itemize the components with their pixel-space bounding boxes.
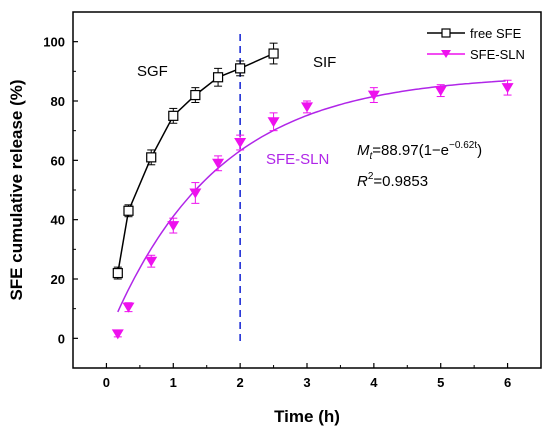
data-point xyxy=(301,102,313,113)
data-point xyxy=(190,89,201,101)
data-point xyxy=(212,158,225,169)
eq-mid: =88.97(1−e xyxy=(372,142,449,159)
y-axis-title: SFE cumulative release (%) xyxy=(7,79,26,300)
data-point xyxy=(122,302,135,313)
y-tick-label: 0 xyxy=(58,331,65,346)
legend-sln-marker xyxy=(441,50,451,58)
series-layer xyxy=(111,42,514,340)
data-point xyxy=(367,90,380,101)
r2-r: R xyxy=(357,173,368,190)
legend-free-label: free SFE xyxy=(470,26,522,41)
data-point xyxy=(123,205,134,216)
data-point xyxy=(501,83,514,94)
r2-value: =0.9853 xyxy=(373,173,428,190)
x-tick-label: 4 xyxy=(370,375,378,390)
eq-close: ) xyxy=(477,142,482,159)
y-tick-label: 80 xyxy=(51,94,65,109)
data-point xyxy=(234,138,247,149)
x-tick-label: 1 xyxy=(170,375,177,390)
data-point xyxy=(267,117,280,128)
data-point xyxy=(111,329,124,340)
x-axis-title: Time (h) xyxy=(274,407,340,426)
x-tick-label: 0 xyxy=(103,375,110,390)
legend-sln-label: SFE-SLN xyxy=(470,47,525,62)
data-point xyxy=(145,256,158,267)
x-tick-label: 3 xyxy=(303,375,310,390)
y-tick-label: 60 xyxy=(51,153,65,168)
data-point xyxy=(189,188,202,199)
data-point xyxy=(212,72,224,83)
x-tick-label: 2 xyxy=(237,375,244,390)
eq-exp: −0.62t xyxy=(449,140,477,151)
data-point xyxy=(268,48,279,59)
fit-equation: Mt=88.97(1−e−0.62t) xyxy=(357,140,482,162)
r2-sup: 2 xyxy=(368,171,374,182)
legend-free-marker xyxy=(441,28,451,38)
data-point xyxy=(434,86,447,97)
data-point xyxy=(112,267,123,279)
x-tick-label: 5 xyxy=(437,375,444,390)
data-point xyxy=(235,63,246,74)
y-tick-label: 20 xyxy=(51,272,65,287)
fit-label: SFE-SLN xyxy=(266,151,329,168)
data-point xyxy=(167,221,180,232)
y-tick-label: 100 xyxy=(43,35,65,50)
eq-m: M xyxy=(357,142,370,159)
series-1 xyxy=(111,79,514,340)
r-squared: R2=0.9853 xyxy=(357,171,428,190)
sgf-label: SGF xyxy=(137,63,168,80)
series-0 xyxy=(112,42,279,280)
data-point xyxy=(146,152,157,163)
eq-sub: t xyxy=(370,151,374,162)
legend: free SFE SFE-SLN xyxy=(427,26,525,62)
x-tick-label: 6 xyxy=(504,375,511,390)
data-point xyxy=(168,110,179,121)
sif-label: SIF xyxy=(313,54,336,71)
series-line xyxy=(117,52,274,274)
y-tick-label: 40 xyxy=(51,213,65,228)
